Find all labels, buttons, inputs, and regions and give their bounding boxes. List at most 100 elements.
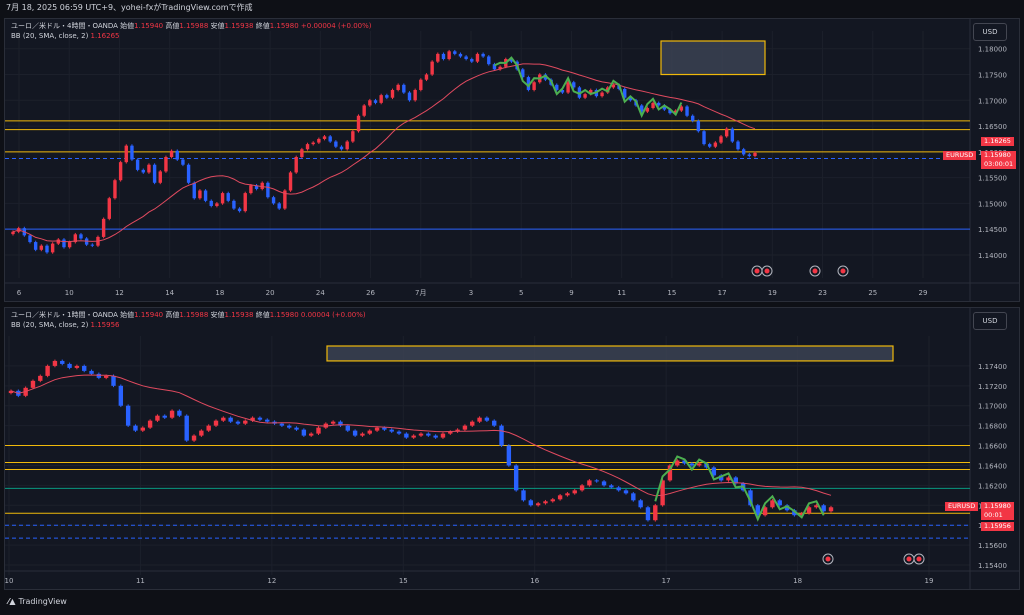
candle-body xyxy=(711,467,717,476)
candle-body xyxy=(155,415,160,421)
event-flag-icon xyxy=(764,268,770,274)
candle-body xyxy=(339,146,344,150)
candle-body xyxy=(147,420,153,428)
candle-body xyxy=(755,505,760,516)
zigzag-pattern-line xyxy=(494,56,683,119)
candle-body xyxy=(413,89,417,101)
candle-body xyxy=(481,53,485,57)
candle-body xyxy=(181,159,185,165)
candle-body xyxy=(668,109,672,114)
candle-body xyxy=(583,94,587,98)
candle-body xyxy=(390,89,395,98)
candle-body xyxy=(367,430,372,434)
resistance-zone xyxy=(660,40,766,76)
x-tick-label: 9 xyxy=(569,289,573,297)
chart-1h-canvas[interactable]: 1.17400 1.17200 1.17000 1.16800 1.16600 1.164… xyxy=(5,308,1019,589)
candle-body xyxy=(125,405,131,426)
candle-body xyxy=(566,82,570,93)
event-flag-icon xyxy=(812,268,818,274)
candle-body xyxy=(317,138,321,143)
x-tick-label: 11 xyxy=(136,577,145,585)
candle-body xyxy=(184,415,189,441)
y-tick-label: 1.15000 xyxy=(978,200,1007,208)
zigzag-pattern-line xyxy=(654,455,825,522)
legend-low-label: 安値 xyxy=(210,22,225,30)
candle-body xyxy=(221,417,226,421)
symbol-tag: EURUSD xyxy=(943,151,977,160)
x-tick-label: 15 xyxy=(399,577,408,585)
x-tick-label: 19 xyxy=(925,577,934,585)
candle-body xyxy=(373,100,378,103)
y-tick-label: 1.17500 xyxy=(978,72,1007,80)
legend-high-label: 高値 xyxy=(165,311,180,319)
candle-body xyxy=(294,157,298,173)
currency-button[interactable]: USD xyxy=(973,312,1007,330)
candle-body xyxy=(487,56,491,65)
tradingview-logo-icon: ⁄▲ xyxy=(8,597,16,606)
candle-body xyxy=(158,171,162,183)
candle-body xyxy=(436,53,440,62)
y-tick-label: 1.17000 xyxy=(978,97,1007,105)
candle-body xyxy=(535,503,541,506)
candle-body xyxy=(521,490,526,501)
candle-body xyxy=(821,505,826,512)
candle-body xyxy=(426,433,431,436)
x-tick-label: 10 xyxy=(65,289,74,297)
chart-panel-4h[interactable]: 1.180001.175001.170001.165001.160001.155… xyxy=(4,18,1020,302)
candle-body xyxy=(67,363,72,368)
candle-body xyxy=(209,200,213,206)
candle-body xyxy=(513,465,519,491)
candle-body xyxy=(265,419,270,422)
legend-symbol: ユーロ／米ドル・1時間・OANDA xyxy=(11,311,118,319)
candle-body xyxy=(374,427,380,431)
candle-body xyxy=(477,417,482,422)
candle-body xyxy=(696,120,701,132)
candle-body xyxy=(45,245,49,253)
candle-body xyxy=(747,154,752,156)
y-tick-label: 1.17000 xyxy=(978,403,1007,411)
candle-body xyxy=(294,427,299,430)
chart-panel-1h[interactable]: 1.17400 1.17200 1.17000 1.16800 1.16600 1.164… xyxy=(4,307,1020,590)
candle-body xyxy=(498,66,502,70)
candle-body xyxy=(198,190,202,199)
candle-body xyxy=(345,141,349,150)
x-tick-label: 25 xyxy=(868,289,877,297)
candle-body xyxy=(141,169,145,173)
x-tick-label: 14 xyxy=(165,289,174,297)
candle-body xyxy=(411,435,416,438)
event-flag-icon xyxy=(825,556,831,562)
y-tick-label: 1.16600 xyxy=(978,443,1007,451)
candle-body xyxy=(277,203,281,209)
candle-body xyxy=(631,493,636,501)
candle-body xyxy=(226,193,230,201)
x-tick-label: 5 xyxy=(519,289,523,297)
legend-low: 1.15938 xyxy=(224,311,254,319)
y-tick-label: 1.16200 xyxy=(978,482,1007,490)
candle-body xyxy=(287,425,292,428)
candle-body xyxy=(33,242,38,250)
candle-body xyxy=(82,365,87,371)
candle-body xyxy=(532,82,536,90)
candle-body xyxy=(407,92,412,101)
candle-body xyxy=(455,429,460,432)
candle-body xyxy=(719,136,723,143)
candle-body xyxy=(113,180,117,199)
candle-body xyxy=(587,480,592,486)
current-price-tag: 1.15980 03:00:01 xyxy=(981,151,1017,169)
candle-body xyxy=(345,425,350,431)
y-tick-label: 1.16800 xyxy=(978,423,1007,431)
candle-body xyxy=(418,433,424,436)
candle-body xyxy=(645,108,650,112)
legend-close-label: 終値 xyxy=(255,22,270,30)
candle-body xyxy=(79,234,83,239)
chart-4h-canvas[interactable]: 1.180001.175001.170001.165001.160001.155… xyxy=(5,19,1019,301)
candle-body xyxy=(28,235,32,243)
candle-body xyxy=(368,100,372,106)
candle-body xyxy=(73,234,78,243)
candle-body xyxy=(8,390,14,394)
candle-body xyxy=(237,208,242,212)
candle-body xyxy=(792,510,797,516)
currency-button[interactable]: USD xyxy=(973,23,1007,41)
candle-body xyxy=(74,365,80,368)
y-tick-label: 1.15600 xyxy=(978,542,1007,550)
